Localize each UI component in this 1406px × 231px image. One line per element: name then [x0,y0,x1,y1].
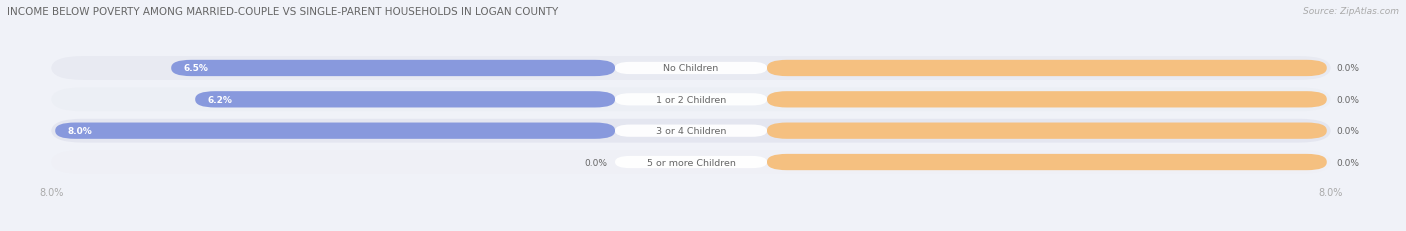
FancyBboxPatch shape [172,61,614,77]
FancyBboxPatch shape [195,92,614,108]
Text: 0.0%: 0.0% [1336,95,1360,104]
FancyBboxPatch shape [51,57,1330,81]
FancyBboxPatch shape [768,61,1327,77]
FancyBboxPatch shape [768,154,1327,170]
FancyBboxPatch shape [614,156,768,168]
Text: 0.0%: 0.0% [583,158,607,167]
FancyBboxPatch shape [768,92,1327,108]
Text: Source: ZipAtlas.com: Source: ZipAtlas.com [1303,7,1399,16]
FancyBboxPatch shape [768,123,1327,139]
Text: 5 or more Children: 5 or more Children [647,158,735,167]
Text: 3 or 4 Children: 3 or 4 Children [655,127,725,136]
Text: 0.0%: 0.0% [1336,158,1360,167]
Text: 8.0%: 8.0% [67,127,91,136]
Text: 0.0%: 0.0% [1336,64,1360,73]
Text: No Children: No Children [664,64,718,73]
Text: 6.2%: 6.2% [207,95,232,104]
FancyBboxPatch shape [51,119,1330,143]
Text: 6.5%: 6.5% [183,64,208,73]
Text: 1 or 2 Children: 1 or 2 Children [655,95,725,104]
FancyBboxPatch shape [55,123,614,139]
FancyBboxPatch shape [614,125,768,137]
Text: 0.0%: 0.0% [1336,127,1360,136]
Text: INCOME BELOW POVERTY AMONG MARRIED-COUPLE VS SINGLE-PARENT HOUSEHOLDS IN LOGAN C: INCOME BELOW POVERTY AMONG MARRIED-COUPL… [7,7,558,17]
FancyBboxPatch shape [51,150,1330,174]
FancyBboxPatch shape [614,94,768,106]
FancyBboxPatch shape [614,63,768,75]
FancyBboxPatch shape [51,88,1330,112]
